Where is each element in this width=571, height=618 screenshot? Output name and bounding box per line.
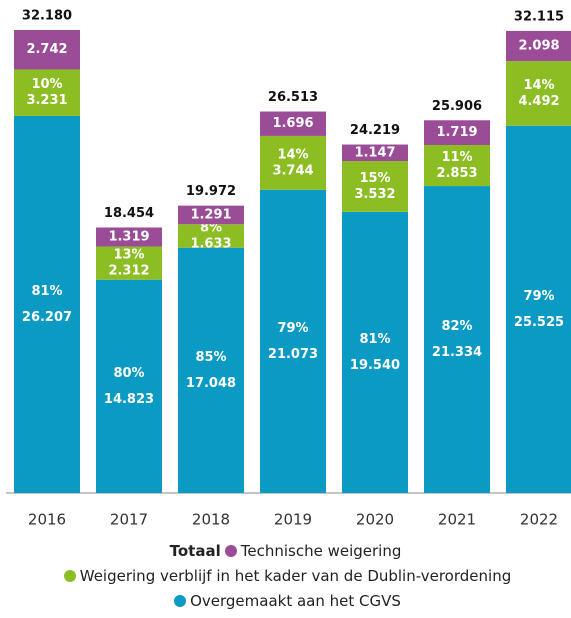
value-label: 1.147 [354,145,395,160]
legend: Totaal Technische weigering Weigering verb… [0,538,571,613]
value-label: 3.532 [354,187,395,202]
value-label: 2.098 [518,39,559,54]
bar-segment [14,30,80,70]
legend-row: Weigering verblijf in het kader van de D… [0,563,571,588]
legend-label: Overgemaakt aan het CGVS [190,591,401,610]
legend-row: Totaal Technische weigering [0,538,571,563]
bar-segment [14,115,80,493]
share-label: 80% [113,366,144,381]
bar-segment [178,205,244,225]
bar-segment [260,135,326,190]
value-label: 1.291 [190,207,231,222]
value-label: 21.334 [432,345,482,360]
total-label: 18.454 [104,206,154,221]
value-label: 2.853 [436,166,477,181]
value-label: 17.048 [186,376,236,391]
x-tick-label: 2018 [192,511,230,529]
value-label: 14.823 [104,392,154,407]
x-tick-label: 2016 [28,511,66,529]
x-tick-label: 2021 [438,511,476,529]
share-label: 14% [523,78,554,93]
share-label: 85% [195,350,226,365]
value-label: 3.231 [26,93,67,108]
total-label: 19.972 [186,184,236,199]
value-label: 25.525 [514,315,564,330]
share-label: 79% [277,321,308,336]
value-label: 21.073 [268,347,318,362]
x-tick-label: 2022 [520,511,558,529]
share-label: 15% [359,171,390,186]
legend-row: Overgemaakt aan het CGVS [0,588,571,613]
total-label: 26.513 [268,90,318,105]
value-label: 2.742 [26,42,67,57]
share-label: 82% [441,319,472,334]
value-label: 1.719 [436,125,477,140]
share-label: 81% [359,332,390,347]
bar-segment [14,69,80,116]
bar-segment [424,120,490,146]
total-label: 32.115 [514,9,564,24]
legend-label: Weigering verblijf in het kader van de D… [79,566,512,585]
share-label: 13% [113,248,144,263]
value-label: 4.492 [518,94,559,109]
bar-segment [342,144,408,162]
value-label: 1.696 [272,116,313,131]
value-label: 1.633 [190,236,231,251]
bar-segment [342,211,408,493]
bar-segment [96,227,162,247]
value-label: 19.540 [350,358,400,373]
share-label: 79% [523,289,554,304]
x-tick-label: 2019 [274,511,312,529]
bar-segment [424,186,490,493]
bar-segment [178,224,244,248]
share-label: 11% [441,150,472,165]
x-tick-label: 2020 [356,511,394,529]
bar-segment [506,125,571,494]
bar-segment [260,111,326,136]
bar-segment [424,145,490,187]
share-label: 14% [277,147,308,162]
bar-segment [506,61,571,126]
share-label: 10% [31,77,62,92]
bar-segment [178,247,244,493]
value-label: 3.744 [272,163,313,178]
bar-segment [342,161,408,212]
chart: 81% 26.207 10%3.231 2.742 32.180 2016 80% 14.82… [6,9,571,529]
share-label: 81% [31,284,62,299]
legend-label: Technische weigering [240,541,402,560]
total-label: 32.180 [22,9,72,24]
legend-swatch [224,544,237,557]
bar-segment [96,279,162,493]
bar-segment [506,30,571,62]
bar-segment [96,246,162,280]
legend-swatch [63,569,76,582]
total-label: 24.219 [350,123,400,138]
total-label: 25.906 [432,99,482,114]
bar-segment [260,189,326,494]
x-tick-label: 2017 [110,511,148,529]
legend-title: Totaal [169,541,221,560]
legend-swatch [174,594,187,607]
value-label: 1.319 [108,229,149,244]
value-label: 26.207 [22,310,72,325]
value-label: 2.312 [108,264,149,279]
